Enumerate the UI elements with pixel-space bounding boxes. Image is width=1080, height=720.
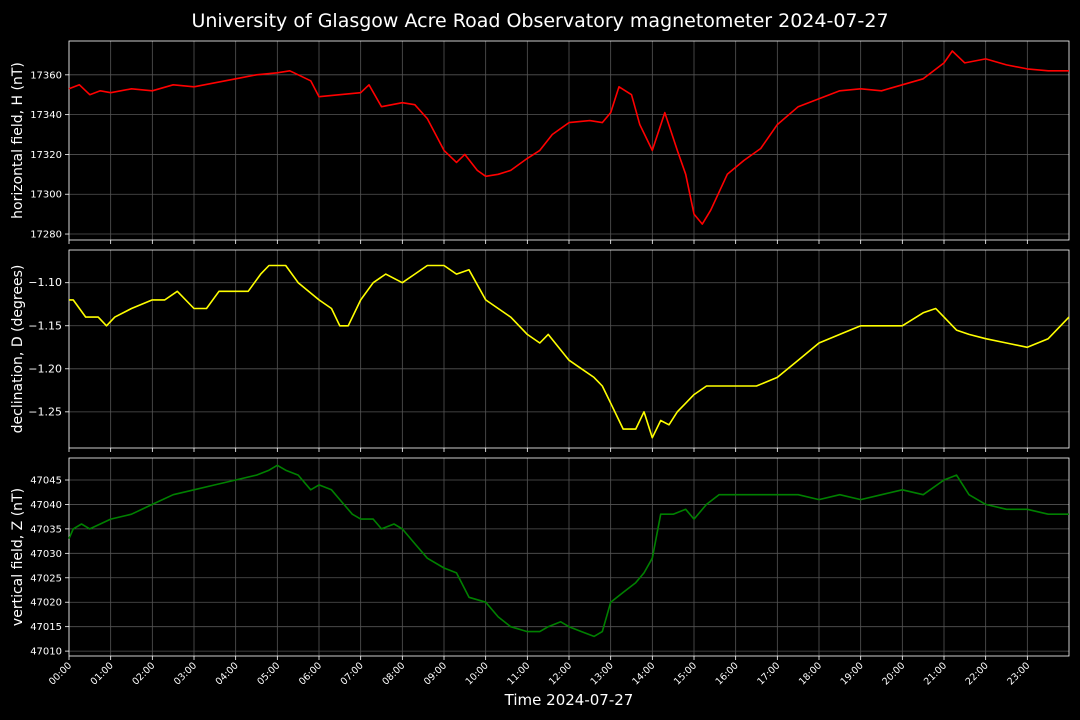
y-tick-label: 17360 xyxy=(30,70,62,81)
y-tick-label: −1.10 xyxy=(28,276,62,289)
x-axis-label: Time 2024-07-27 xyxy=(504,691,634,709)
x-tick-label: 23:00 xyxy=(1005,660,1032,687)
x-tick-label: 05:00 xyxy=(255,660,282,687)
y-tick-label: 47010 xyxy=(30,647,62,658)
x-tick-label: 01:00 xyxy=(89,660,116,687)
x-tick-label: 21:00 xyxy=(922,660,949,687)
y-tick-label: 17300 xyxy=(30,190,62,201)
y-tick-label: −1.15 xyxy=(28,319,62,332)
x-tick-label: 07:00 xyxy=(339,660,366,687)
panel-frame xyxy=(68,457,1070,657)
x-tick-label: 04:00 xyxy=(214,660,241,687)
x-tick-label: 15:00 xyxy=(672,660,699,687)
chart-title: University of Glasgow Acre Road Observat… xyxy=(191,10,889,32)
y-tick-label: −1.25 xyxy=(28,405,62,418)
x-tick-label: 08:00 xyxy=(380,660,407,687)
y-tick-label: 17320 xyxy=(30,150,62,161)
y-tick-label: 47040 xyxy=(30,500,62,511)
series-line-3 xyxy=(68,464,1069,638)
x-tick-label: 11:00 xyxy=(505,660,532,687)
x-tick-label: 10:00 xyxy=(464,660,491,687)
x-tick-label: 00:00 xyxy=(47,660,74,687)
series-line-1 xyxy=(68,50,1069,225)
y-tick-label: 47035 xyxy=(30,524,62,535)
panel-frame xyxy=(68,40,1070,241)
x-tick-label: 03:00 xyxy=(172,660,199,687)
y-axis-label: horizontal field, H (nT) xyxy=(10,62,26,219)
series-line-2 xyxy=(69,264,1070,439)
x-tick-label: 02:00 xyxy=(130,660,157,687)
y-tick-label: 47025 xyxy=(30,573,62,584)
y-tick-label: 47045 xyxy=(30,476,62,487)
x-tick-label: 19:00 xyxy=(839,660,866,687)
y-tick-label: 47015 xyxy=(30,622,62,633)
y-tick-label: 47030 xyxy=(30,549,62,560)
y-tick-label: 17340 xyxy=(30,110,62,121)
x-tick-label: 17:00 xyxy=(755,660,782,687)
panel-frame xyxy=(68,249,1070,449)
x-tick-label: 13:00 xyxy=(589,660,616,687)
x-tick-label: 18:00 xyxy=(797,660,824,687)
x-tick-label: 16:00 xyxy=(714,660,741,687)
y-tick-label: 47020 xyxy=(30,598,62,609)
y-axis-label: declination, D (degrees) xyxy=(10,265,26,434)
x-tick-label: 22:00 xyxy=(964,660,991,687)
x-tick-label: 09:00 xyxy=(422,660,449,687)
x-tick-label: 12:00 xyxy=(547,660,574,687)
y-tick-label: 17280 xyxy=(30,230,62,241)
y-tick-label: −1.20 xyxy=(28,362,62,375)
y-axis-label: vertical field, Z (nT) xyxy=(10,488,26,626)
x-tick-label: 20:00 xyxy=(880,660,907,687)
x-tick-label: 06:00 xyxy=(297,660,324,687)
x-tick-label: 14:00 xyxy=(630,660,657,687)
